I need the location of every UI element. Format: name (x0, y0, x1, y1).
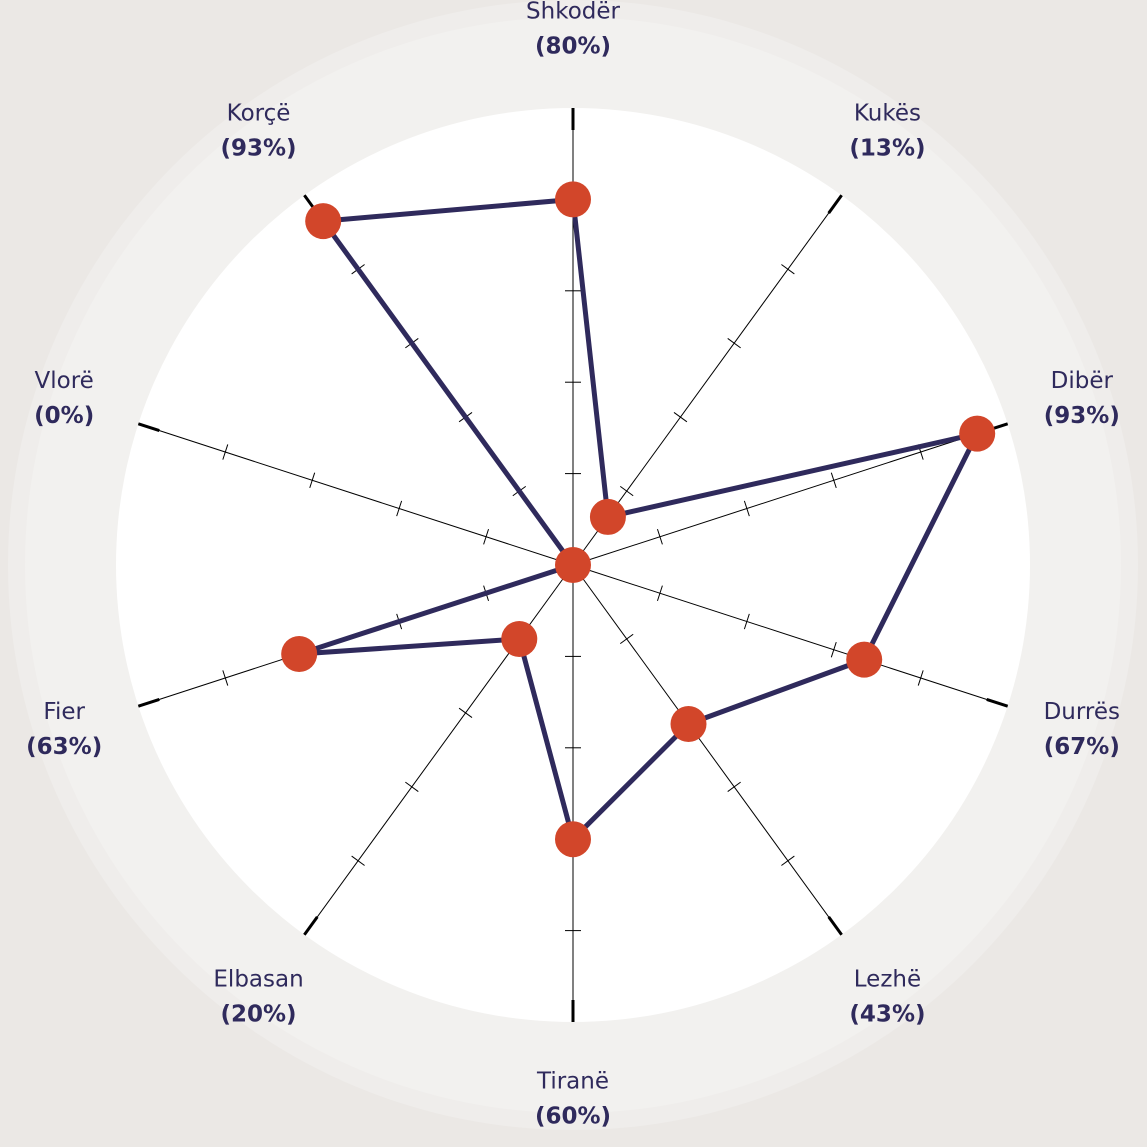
value-label: (80%) (535, 34, 611, 60)
category-label: Fier (43, 699, 85, 725)
tick-mark (727, 338, 741, 349)
tick-mark (351, 855, 365, 866)
tick-mark (222, 444, 229, 460)
value-label: (93%) (220, 136, 296, 162)
tick-mark (673, 412, 688, 423)
tick-mark (781, 855, 795, 866)
value-label: (13%) (849, 136, 925, 162)
tick-mark (483, 528, 490, 545)
tick-mark (458, 707, 473, 718)
data-point (670, 705, 707, 742)
tick-mark (743, 613, 750, 630)
data-point (281, 635, 318, 672)
tick-mark (396, 500, 403, 517)
axis-end (827, 194, 843, 214)
value-label: (0%) (34, 403, 94, 429)
axis-line (138, 423, 574, 566)
data-point (959, 415, 996, 452)
data-point (501, 620, 538, 657)
tick-mark (781, 264, 795, 275)
data-point (555, 547, 591, 583)
tick-mark (309, 472, 316, 489)
tick-mark (917, 670, 924, 686)
category-label: Shkodër (526, 0, 620, 25)
value-label: (93%) (1044, 403, 1120, 429)
axis-end (137, 422, 160, 433)
tick-mark (656, 528, 663, 545)
axis-end (137, 697, 160, 708)
value-label: (43%) (849, 1001, 925, 1027)
category-label: Lezhë (854, 966, 921, 992)
tick-mark (830, 472, 837, 489)
tick-mark (830, 641, 837, 658)
value-label: (67%) (1044, 734, 1120, 760)
category-label: Tiranë (536, 1069, 609, 1095)
axis-line (572, 423, 1008, 566)
category-label: Durrës (1044, 699, 1120, 725)
axis-end (303, 916, 319, 936)
category-label: Dibër (1051, 368, 1114, 394)
category-label: Elbasan (213, 966, 303, 992)
tick-mark (727, 781, 741, 792)
axis-line (572, 564, 1008, 707)
value-label: (63%) (26, 734, 102, 760)
axis-end (827, 916, 843, 936)
tick-mark (619, 633, 634, 645)
data-point (846, 641, 883, 678)
axis-end (986, 697, 1009, 708)
value-label: (20%) (220, 1001, 296, 1027)
data-point (589, 498, 626, 535)
tick-mark (405, 781, 419, 792)
category-label: Kukës (854, 101, 921, 127)
value-label: (60%) (535, 1104, 611, 1130)
tick-mark (656, 585, 663, 602)
data-point (555, 181, 591, 218)
axis-line (572, 564, 843, 936)
data-point (555, 821, 591, 858)
tick-mark (222, 670, 229, 686)
data-point (305, 203, 342, 240)
tick-mark (743, 500, 750, 517)
category-label: Korçë (227, 101, 291, 127)
tick-mark (619, 485, 634, 497)
category-label: Vlorë (35, 368, 94, 394)
